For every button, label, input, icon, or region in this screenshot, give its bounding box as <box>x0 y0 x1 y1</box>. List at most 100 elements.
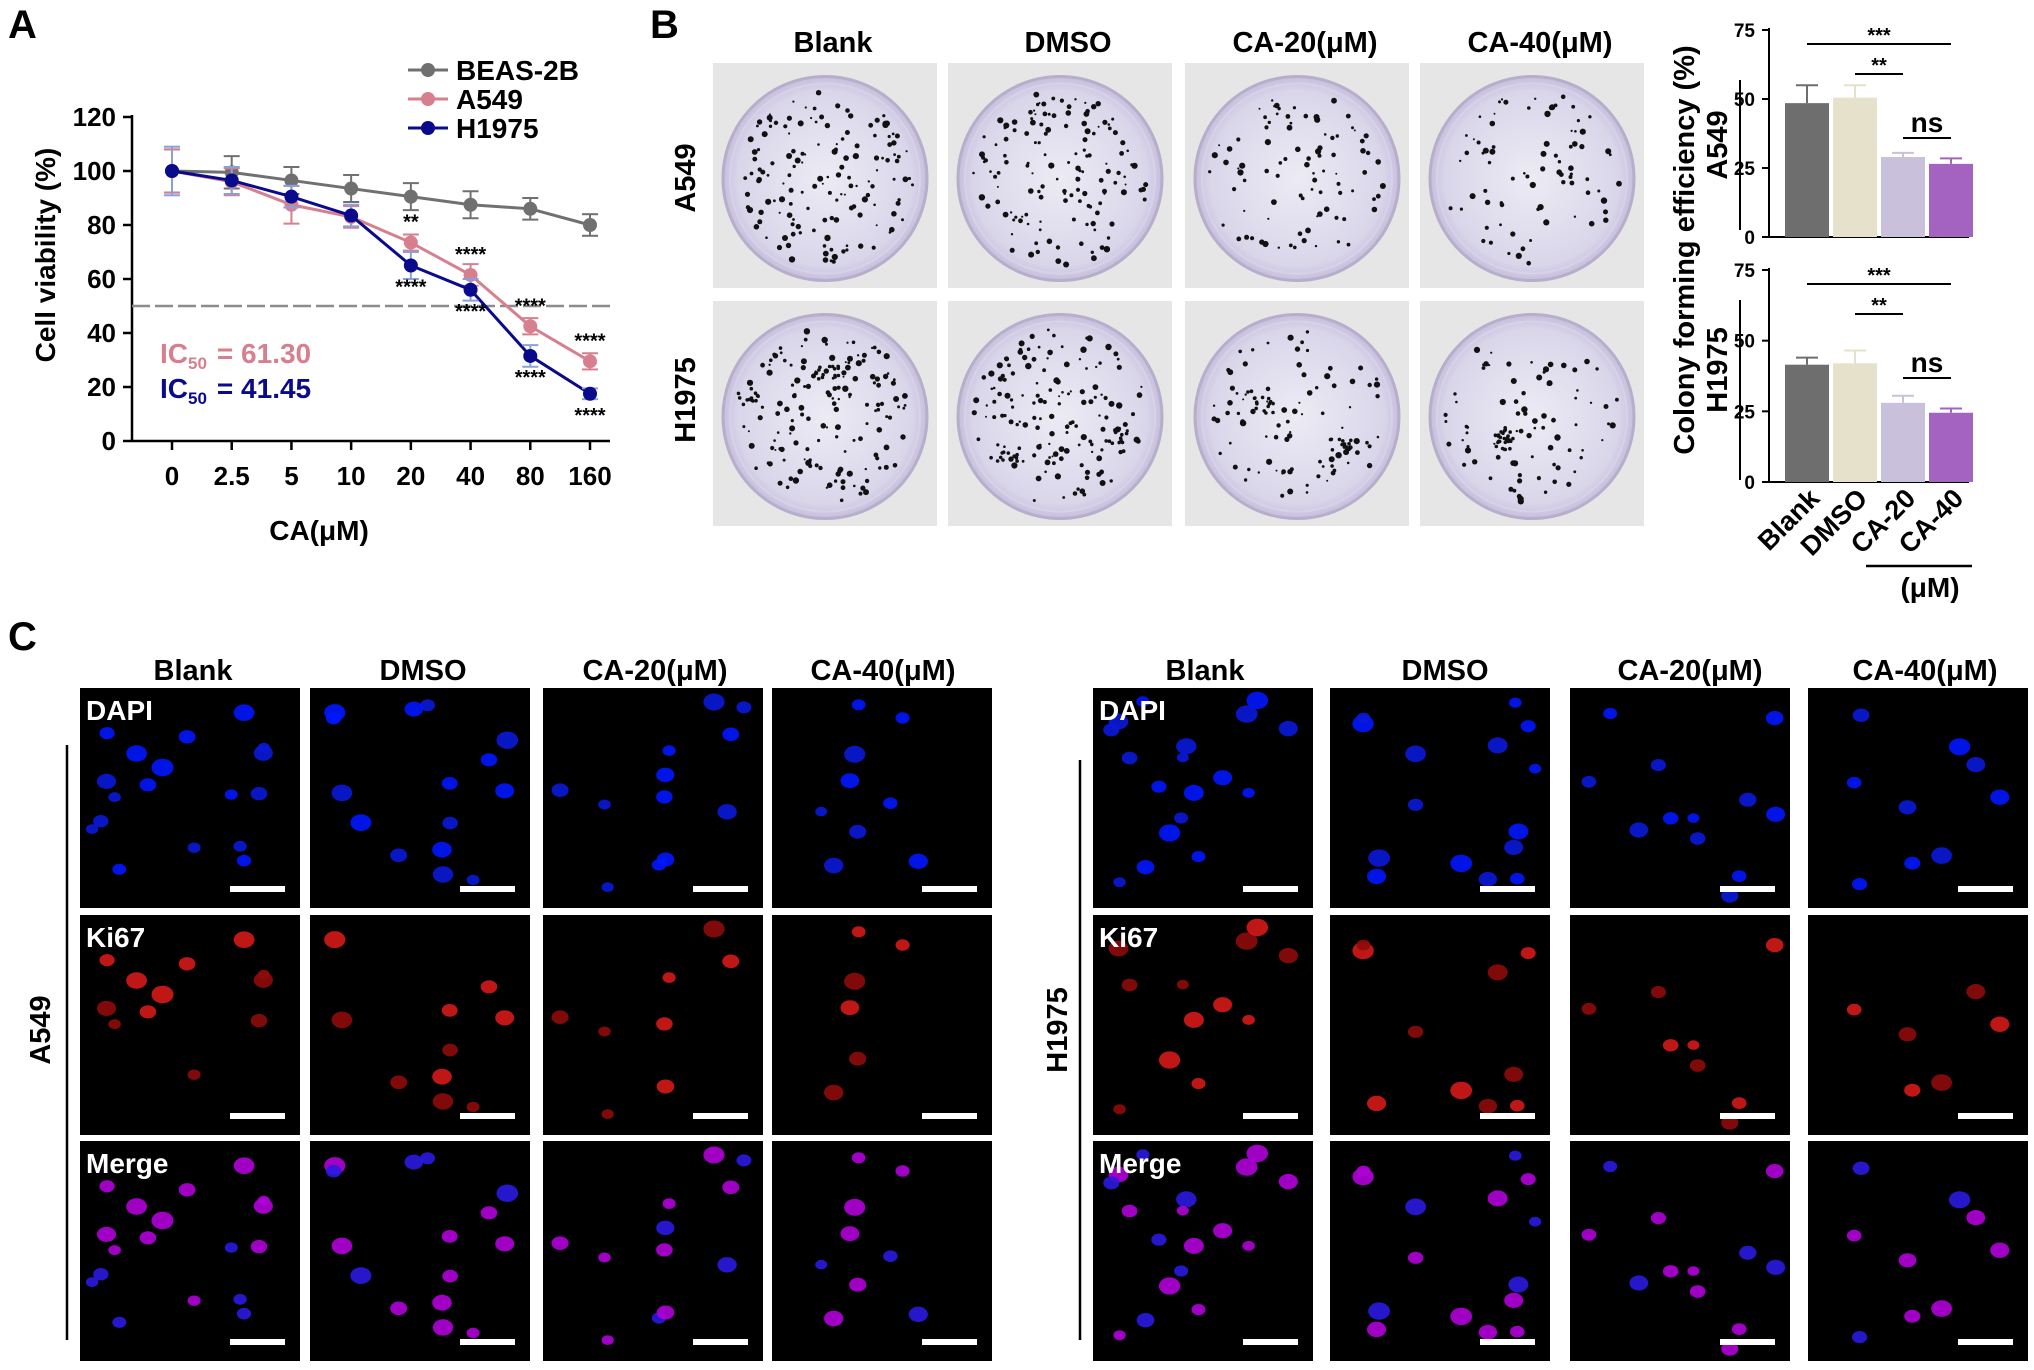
colony <box>1088 205 1093 209</box>
colony <box>1338 190 1343 195</box>
colony <box>997 117 1004 124</box>
colony <box>1110 441 1115 446</box>
colony <box>1009 398 1014 402</box>
colony <box>1507 251 1511 256</box>
colony <box>831 259 836 264</box>
cell-nucleus <box>1242 1240 1255 1251</box>
cell-nucleus <box>108 792 121 803</box>
colony <box>1022 422 1029 428</box>
cell-nucleus <box>1103 1176 1120 1190</box>
cell-nucleus <box>1487 964 1508 981</box>
colony <box>1496 439 1501 444</box>
colony <box>798 231 802 235</box>
colony <box>1054 473 1061 480</box>
colony <box>813 370 819 376</box>
cell-nucleus <box>432 841 452 858</box>
cell-nucleus <box>1191 1304 1206 1316</box>
colony <box>864 478 870 484</box>
colony <box>1208 170 1212 174</box>
cell-nucleus <box>224 789 238 800</box>
scale-bar <box>230 886 285 892</box>
cell-nucleus <box>1158 1051 1181 1069</box>
significance-label: ** <box>1871 55 1887 77</box>
colony <box>792 218 795 221</box>
colony <box>1052 461 1056 466</box>
cell-nucleus <box>1176 738 1197 755</box>
colony <box>778 346 783 350</box>
colony <box>1500 98 1504 101</box>
legend-swatch-marker <box>421 63 435 77</box>
bar-row-label-a549: A549 <box>1702 110 1734 179</box>
colony <box>1324 373 1331 380</box>
cell-nucleus <box>1113 1104 1126 1115</box>
colony <box>1490 351 1493 354</box>
colony <box>1105 162 1108 165</box>
colony <box>1526 432 1532 439</box>
petri-dish <box>721 313 929 520</box>
colony <box>1287 433 1293 439</box>
colony <box>777 480 783 486</box>
cell-nucleus <box>1246 1144 1269 1163</box>
colony <box>876 407 881 412</box>
cell-nucleus <box>1721 1341 1739 1356</box>
panel-label-b: B <box>650 3 679 47</box>
colony <box>1313 114 1320 120</box>
scale-bar <box>460 1113 515 1119</box>
line-chart-x-tick-label: 20 <box>396 461 425 491</box>
cell-nucleus <box>1235 705 1258 723</box>
colony <box>1243 478 1248 482</box>
colony <box>1136 392 1143 398</box>
stain-label: Merge <box>1099 1148 1181 1179</box>
cell-nucleus <box>1113 877 1126 888</box>
colony <box>865 402 869 407</box>
colony <box>1051 96 1056 101</box>
cell-nucleus <box>1478 1324 1498 1340</box>
cell-nucleus <box>1176 1205 1189 1216</box>
colony <box>1469 193 1476 200</box>
colony <box>1035 475 1042 482</box>
colony <box>1305 483 1309 487</box>
colony <box>1003 413 1007 418</box>
colony <box>874 409 877 413</box>
colony <box>1571 104 1576 109</box>
colony <box>800 412 805 417</box>
colony <box>825 486 829 489</box>
colony <box>1353 438 1360 445</box>
colony <box>1140 385 1143 388</box>
colony <box>1232 187 1237 192</box>
colony <box>1491 145 1496 149</box>
colony <box>785 485 790 490</box>
colony <box>1521 406 1528 413</box>
colony <box>1363 133 1369 139</box>
line-chart-y-axis-label: Cell viability (%) <box>30 148 61 363</box>
colony <box>1341 439 1345 443</box>
colony <box>876 382 881 388</box>
cell-nucleus <box>656 1305 675 1320</box>
colony <box>1327 365 1333 371</box>
data-point <box>344 181 359 196</box>
cell-nucleus <box>126 972 147 989</box>
colony <box>1082 492 1087 497</box>
colony <box>1341 426 1344 429</box>
colony <box>835 172 842 178</box>
colony <box>1017 349 1024 355</box>
colony <box>1493 112 1496 115</box>
colony <box>794 377 801 384</box>
colony <box>1082 137 1088 143</box>
colony <box>806 206 810 211</box>
colony <box>1111 117 1115 121</box>
bar-y-tick-label: 0 <box>1744 228 1755 249</box>
colony <box>1569 180 1575 186</box>
cell-nucleus <box>112 863 127 875</box>
colony <box>1266 458 1273 465</box>
colony <box>745 398 749 402</box>
petri-dish-rim <box>1201 82 1393 275</box>
colony <box>1499 398 1506 406</box>
cell-nucleus <box>840 1226 860 1242</box>
cell-nucleus <box>1213 997 1233 1013</box>
colony <box>1075 187 1081 192</box>
colony <box>1355 450 1360 455</box>
colony <box>1489 120 1496 127</box>
colony <box>1113 428 1117 433</box>
colony <box>821 372 825 377</box>
